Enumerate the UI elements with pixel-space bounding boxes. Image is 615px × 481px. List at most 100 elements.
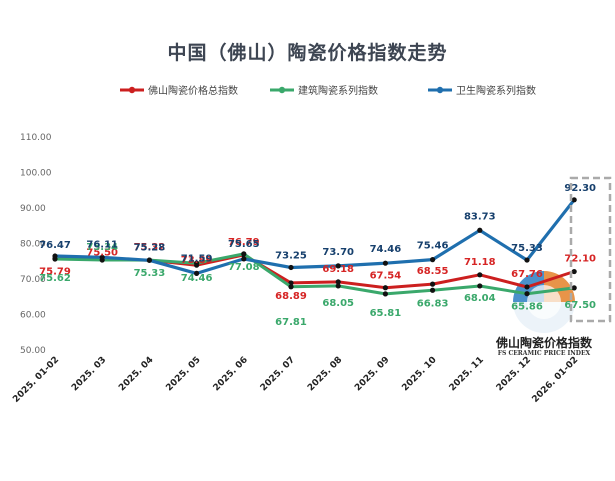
data-label: 71.18 bbox=[464, 257, 496, 268]
series-line bbox=[54, 198, 576, 275]
data-label: 75.50 bbox=[86, 247, 118, 258]
legend-entry-label[interactable]: 佛山陶瓷价格总指数 bbox=[148, 84, 238, 97]
y-tick-label: 60.00 bbox=[20, 311, 46, 321]
x-tick-label: 2025. 12 bbox=[495, 355, 533, 393]
data-label: 75.32 bbox=[134, 242, 166, 253]
data-point bbox=[382, 291, 388, 297]
data-label: 68.89 bbox=[275, 291, 307, 302]
data-label: 76.47 bbox=[39, 240, 71, 251]
x-tick-label: 2025. 09 bbox=[353, 355, 391, 393]
data-label: 73.89 bbox=[181, 255, 213, 266]
y-tick-label: 90.00 bbox=[20, 204, 46, 214]
data-label: 75.34 bbox=[86, 242, 118, 253]
data-label: 77.08 bbox=[228, 262, 260, 273]
x-tick-label: 2025. 04 bbox=[117, 355, 155, 393]
latest-highlight-box bbox=[569, 176, 612, 323]
data-point bbox=[430, 281, 436, 287]
x-tick-label: 2026. 01-02 bbox=[531, 355, 581, 405]
data-point bbox=[194, 270, 200, 276]
x-tick-label: 2025. 08 bbox=[306, 355, 344, 393]
data-point bbox=[477, 272, 483, 278]
data-point bbox=[288, 284, 294, 290]
data-label: 76.11 bbox=[86, 239, 118, 250]
data-point bbox=[382, 285, 388, 291]
watermark-title: 佛山陶瓷价格指数 bbox=[495, 335, 593, 350]
legend-swatch-marker bbox=[128, 86, 136, 94]
data-label: 75.46 bbox=[417, 241, 449, 252]
data-label: 75.28 bbox=[134, 242, 166, 253]
data-label: 75.33 bbox=[134, 268, 166, 279]
data-point bbox=[524, 257, 530, 263]
data-label: 74.46 bbox=[370, 244, 402, 255]
data-label: 76.79 bbox=[228, 237, 260, 248]
x-tick-label: 2025. 05 bbox=[164, 355, 202, 393]
data-point bbox=[99, 254, 105, 260]
y-tick-label: 110.00 bbox=[20, 133, 52, 143]
x-tick-label: 2025. 06 bbox=[212, 355, 250, 393]
data-point bbox=[335, 279, 341, 285]
legend: 佛山陶瓷价格总指数 建筑陶瓷系列指数 卫生陶瓷系列指数 bbox=[120, 84, 536, 97]
data-point bbox=[571, 285, 577, 291]
legend-entry-label[interactable]: 卫生陶瓷系列指数 bbox=[456, 84, 536, 97]
data-point bbox=[430, 287, 436, 293]
data-label: 69.18 bbox=[322, 264, 354, 275]
data-point bbox=[335, 283, 341, 289]
x-tick-label: 2025. 03 bbox=[70, 355, 108, 393]
data-label: 75.79 bbox=[39, 266, 71, 277]
y-tick-label: 80.00 bbox=[20, 240, 46, 250]
data-point bbox=[382, 260, 388, 266]
data-point bbox=[477, 227, 483, 233]
legend-swatch-marker bbox=[436, 86, 444, 94]
data-point bbox=[524, 291, 530, 297]
data-label: 72.10 bbox=[564, 254, 596, 265]
data-label: 73.25 bbox=[275, 250, 307, 261]
data-label: 68.55 bbox=[417, 266, 449, 277]
data-point bbox=[524, 284, 530, 290]
y-tick-label: 50.00 bbox=[20, 346, 46, 356]
x-tick-label: 2025. 07 bbox=[259, 355, 297, 393]
data-label: 67.81 bbox=[275, 317, 307, 328]
y-axis: 110.00 100.00 90.00 80.00 70.00 60.00 50.00 bbox=[20, 133, 52, 356]
x-tick-label: 2025. 01-02 bbox=[11, 355, 61, 405]
data-label: 65.81 bbox=[370, 308, 402, 319]
data-label: 75.62 bbox=[39, 273, 71, 284]
legend-swatch-marker bbox=[278, 86, 286, 94]
data-label: 74.46 bbox=[181, 273, 213, 284]
data-label: 67.54 bbox=[370, 271, 402, 282]
data-labels: 75.79 75.50 75.32 73.89 76.79 68.89 69.18 67.54… bbox=[39, 183, 596, 328]
y-tick-label: 100.00 bbox=[20, 169, 52, 179]
watermark-subtitle: FS CERAMIC PRICE INDEX bbox=[498, 350, 591, 357]
data-point bbox=[241, 256, 247, 262]
data-point bbox=[430, 257, 436, 263]
chart-title: 中国（佛山）陶瓷价格指数走势 bbox=[167, 42, 448, 64]
data-label: 67.76 bbox=[511, 269, 543, 280]
data-point bbox=[571, 268, 577, 275]
data-label: 75.33 bbox=[511, 243, 543, 254]
data-label: 92.30 bbox=[564, 183, 596, 194]
x-tick-label: 2025. 10 bbox=[400, 355, 438, 393]
data-point bbox=[194, 260, 200, 266]
data-label: 71.59 bbox=[181, 253, 213, 264]
x-tick-label: 2025. 11 bbox=[448, 355, 486, 393]
data-label: 83.73 bbox=[464, 211, 496, 222]
data-label: 68.04 bbox=[464, 293, 496, 304]
data-point bbox=[477, 283, 483, 289]
data-label: 68.05 bbox=[322, 298, 354, 309]
data-point bbox=[335, 263, 341, 269]
data-point bbox=[288, 264, 294, 271]
data-label: 65.86 bbox=[511, 302, 543, 313]
data-point bbox=[571, 197, 577, 203]
legend-entry-label[interactable]: 建筑陶瓷系列指数 bbox=[298, 84, 378, 97]
data-point bbox=[241, 251, 247, 257]
y-tick-label: 70.00 bbox=[20, 275, 46, 285]
data-point bbox=[52, 253, 58, 259]
data-label: 73.70 bbox=[322, 247, 354, 258]
x-axis: 2025. 01-02 2025. 03 2025. 04 2025. 05 2025.… bbox=[11, 355, 580, 405]
data-label: 75.65 bbox=[228, 239, 260, 250]
data-label: 67.50 bbox=[564, 300, 596, 311]
data-point bbox=[146, 257, 152, 263]
data-label: 66.83 bbox=[417, 298, 449, 309]
series-layer bbox=[52, 197, 577, 297]
